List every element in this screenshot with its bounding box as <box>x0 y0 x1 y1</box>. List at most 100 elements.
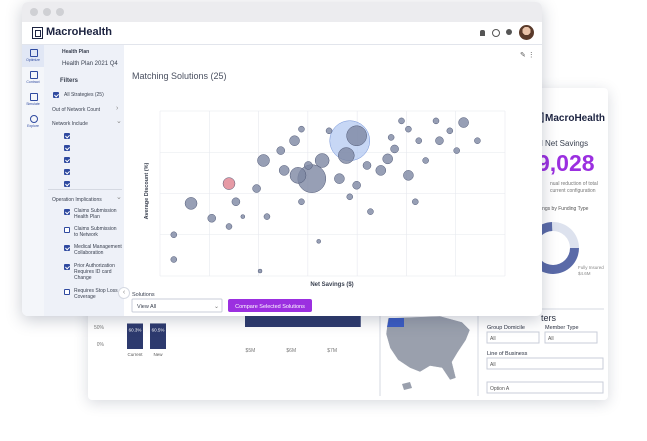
checkbox[interactable] <box>64 169 70 175</box>
notification-icon[interactable] <box>480 30 485 36</box>
bubble[interactable] <box>458 117 469 128</box>
bubble[interactable] <box>375 165 387 176</box>
bubble[interactable] <box>231 197 241 206</box>
bubble[interactable] <box>422 157 429 164</box>
out-of-network[interactable]: Out of Network Count <box>52 107 101 113</box>
checkbox[interactable] <box>64 133 70 139</box>
bubble[interactable] <box>412 198 419 205</box>
chevron[interactable]: › <box>116 105 119 112</box>
bubble[interactable] <box>257 268 263 274</box>
nav-item[interactable]: Explore <box>22 111 44 133</box>
nav-item[interactable]: Optimize <box>22 45 44 67</box>
nav-icon[interactable] <box>30 71 38 79</box>
nav-icon[interactable] <box>30 115 38 123</box>
bubble[interactable] <box>352 181 361 190</box>
select-chevron[interactable]: ⌄ <box>214 304 219 310</box>
solutions-select-value[interactable]: View All <box>137 304 156 310</box>
bubble[interactable] <box>314 153 330 168</box>
checkbox[interactable] <box>64 289 70 295</box>
checkbox[interactable] <box>64 157 70 163</box>
nav-label[interactable]: Explore <box>27 124 39 128</box>
chevron[interactable]: ⌄ <box>116 118 122 125</box>
bubble[interactable] <box>298 198 305 205</box>
nav-item[interactable]: Simulate <box>22 89 44 111</box>
bubble[interactable] <box>276 146 285 155</box>
bubble[interactable] <box>334 173 345 184</box>
bubble[interactable] <box>278 165 290 176</box>
bubble[interactable] <box>367 208 374 215</box>
bubble[interactable] <box>387 134 395 141</box>
bubble[interactable] <box>432 117 440 125</box>
bubble[interactable] <box>184 197 198 210</box>
bubble[interactable] <box>298 125 305 133</box>
nav-icon[interactable] <box>30 93 38 101</box>
checkbox[interactable] <box>64 245 70 251</box>
bubble[interactable] <box>362 161 372 170</box>
bubble[interactable] <box>405 125 412 133</box>
bubble[interactable] <box>346 193 353 201</box>
checkbox[interactable] <box>64 145 70 151</box>
nav-label[interactable]: Simulate <box>26 102 40 106</box>
bubble[interactable] <box>289 167 307 184</box>
bubble[interactable] <box>170 231 178 238</box>
filter-option[interactable]: Medical Management Collaboration <box>74 244 122 256</box>
bubble[interactable] <box>346 125 367 146</box>
collapse-button[interactable]: ‹ <box>118 287 130 299</box>
bubble[interactable] <box>225 223 233 230</box>
all-strategies[interactable]: All Strategies (25) <box>64 92 104 98</box>
bubble[interactable] <box>170 256 178 263</box>
bubble[interactable] <box>403 170 414 181</box>
nav-label[interactable]: Optimize <box>26 58 40 62</box>
compare-button[interactable] <box>228 299 312 312</box>
filter-option[interactable]: Prior Authorization Requires ID card Cha… <box>74 263 115 281</box>
checkbox[interactable] <box>64 264 70 270</box>
checkbox[interactable] <box>64 181 70 187</box>
bubble[interactable] <box>390 144 399 154</box>
checkbox[interactable] <box>64 209 70 215</box>
filter-option[interactable]: Claims Submission Health Plan <box>74 208 117 220</box>
operation-implications[interactable]: Operation Implications <box>52 197 102 203</box>
network-include[interactable]: Network Include <box>52 121 88 127</box>
bubble[interactable] <box>316 239 321 244</box>
bubble[interactable] <box>263 213 271 220</box>
bubble[interactable] <box>304 161 313 170</box>
bubble[interactable] <box>446 127 454 135</box>
bubble[interactable] <box>415 137 422 144</box>
filter-option[interactable]: Requires Stop Loss Coverage <box>74 288 118 300</box>
filter-select-value[interactable]: All <box>490 362 496 368</box>
bubble[interactable] <box>207 214 216 223</box>
bubble[interactable] <box>338 147 355 164</box>
edit-icon[interactable]: ✎ ⋮ <box>520 52 535 59</box>
bubble[interactable] <box>222 177 236 190</box>
bubble[interactable] <box>257 154 270 167</box>
bubble[interactable] <box>398 117 405 125</box>
nav-label[interactable]: Contract <box>26 80 40 84</box>
bubble[interactable] <box>453 147 460 154</box>
bubble[interactable] <box>382 153 393 165</box>
bubble[interactable] <box>289 135 300 146</box>
filter-option[interactable]: Claims Submission to Network <box>74 226 117 238</box>
avatar[interactable] <box>519 25 534 40</box>
bubble[interactable] <box>435 136 444 145</box>
checkbox[interactable] <box>53 92 59 98</box>
nav-icon[interactable] <box>30 49 38 57</box>
filter-select[interactable] <box>544 331 598 344</box>
nav-item[interactable]: Contract <box>22 67 44 89</box>
filter-select-value[interactable]: All <box>490 336 496 342</box>
bubble[interactable] <box>252 184 261 193</box>
settings-icon[interactable] <box>506 29 512 35</box>
filter-select-value[interactable]: Option A <box>490 386 510 392</box>
filter-select-value[interactable]: All <box>548 336 554 342</box>
filter-select[interactable] <box>486 331 540 344</box>
filter-select[interactable] <box>486 357 604 370</box>
help-icon[interactable] <box>492 29 500 37</box>
bubble[interactable] <box>325 127 333 135</box>
chevron[interactable]: ⌄ <box>116 194 122 201</box>
bubble[interactable] <box>240 214 246 219</box>
checkbox[interactable] <box>64 227 70 233</box>
filter-select[interactable] <box>486 381 604 394</box>
compare-button-label[interactable]: Compare Selected Solutions <box>235 304 305 310</box>
solutions-select[interactable] <box>131 298 223 313</box>
bubble[interactable] <box>474 137 481 144</box>
